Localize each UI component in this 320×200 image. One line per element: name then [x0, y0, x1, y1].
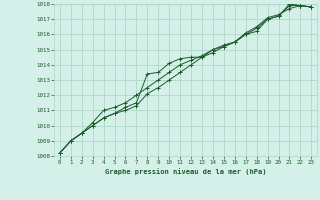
- X-axis label: Graphe pression niveau de la mer (hPa): Graphe pression niveau de la mer (hPa): [105, 168, 266, 175]
